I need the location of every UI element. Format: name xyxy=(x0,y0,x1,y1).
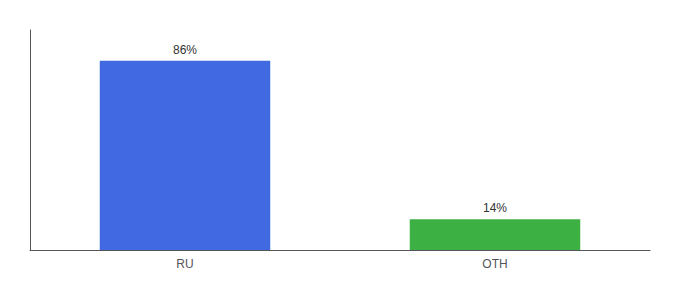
svg-text:86%: 86% xyxy=(173,43,197,57)
svg-text:OTH: OTH xyxy=(482,257,507,271)
svg-text:14%: 14% xyxy=(483,201,507,215)
svg-text:RU: RU xyxy=(176,257,193,271)
